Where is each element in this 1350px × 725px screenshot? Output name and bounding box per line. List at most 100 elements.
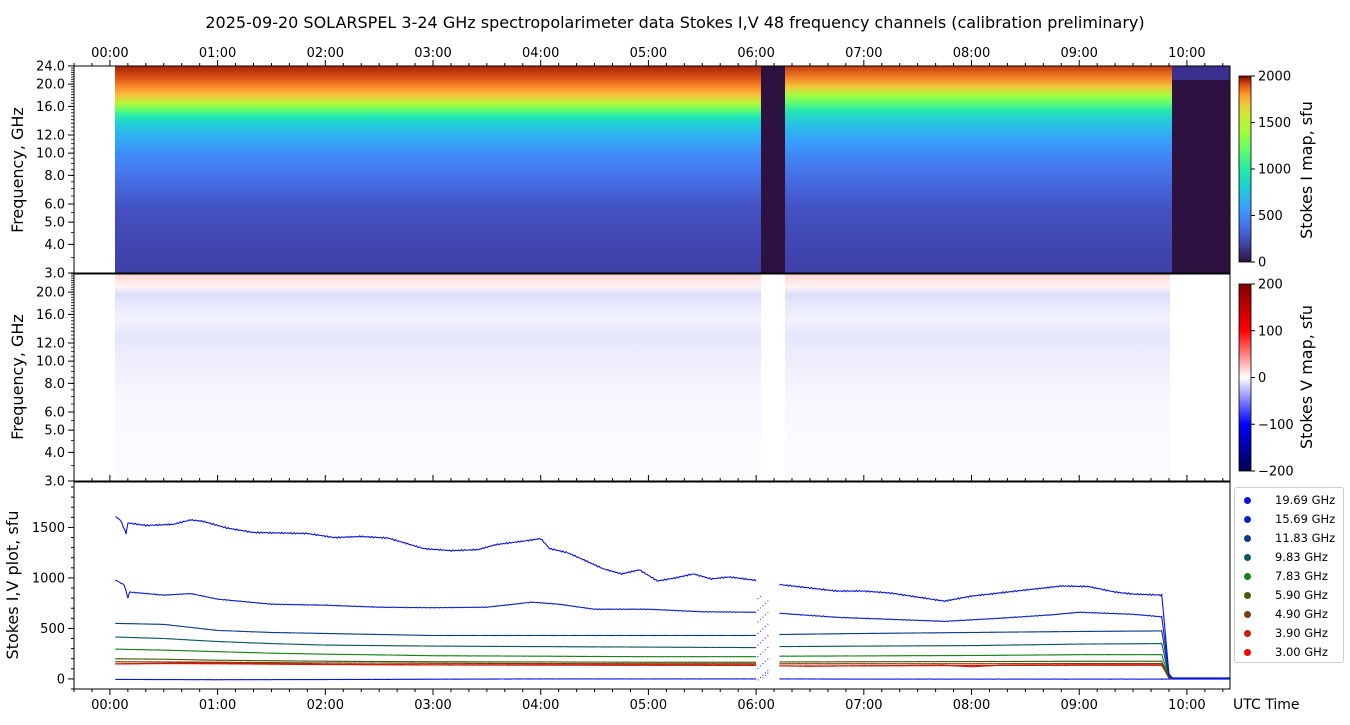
- series-line-15-69-ghz-seg1: [779, 611, 1230, 679]
- gap-scatter-point: [767, 635, 769, 637]
- stokes-i-heatmap: [115, 66, 1230, 273]
- y-tick-label: 20.0: [36, 286, 65, 301]
- x-tick-label-bottom: 06:00: [737, 698, 774, 713]
- figure-title: 2025-09-20 SOLARSPEL 3-24 GHz spectropol…: [205, 13, 1144, 32]
- legend-label: 4.90 GHz: [1275, 607, 1328, 621]
- gap-scatter-point: [762, 616, 764, 618]
- x-tick-label-top: 04:00: [522, 46, 559, 61]
- y-tick-label: 500: [40, 622, 65, 637]
- gap-scatter-point: [764, 649, 767, 651]
- gap-scatter-point: [757, 679, 759, 681]
- series-line-19-69-ghz-seg1: [779, 583, 1230, 679]
- x-tick-label-top: 09:00: [1060, 46, 1097, 61]
- stokes-v-map-panel: 20.0 16.0 12.0 10.0 8.0 6.0 5.0 4.0 3.0 Frequenc…: [8, 273, 1316, 490]
- series-line-5-90-ghz-seg1: [779, 660, 1230, 679]
- stokes-v-yticks: 20.0 16.0 12.0 10.0 8.0 6.0 5.0 4.0 3.0: [36, 273, 74, 490]
- x-tick-label-bottom: 00:00: [91, 698, 128, 713]
- series-line-11-83-ghz-seg0: [115, 622, 757, 637]
- gap-scatter-point: [759, 665, 762, 667]
- x-tick-label-bottom: 02:00: [307, 698, 344, 713]
- y-tick-label: 16.0: [36, 100, 65, 115]
- legend-marker: [1244, 592, 1251, 599]
- series-line-15-69-ghz-seg0: [115, 579, 757, 614]
- gap-scatter-point: [767, 658, 769, 660]
- gap-scatter-point: [767, 670, 769, 672]
- colorbar-tick-label: 500: [1258, 209, 1283, 224]
- stokes-i-gap-0947: [1172, 66, 1230, 273]
- stokes-v-gap-0947: [1170, 274, 1230, 481]
- colorbar-tick-label: 1000: [1258, 163, 1291, 178]
- series-line-3-00-ghz-seg1: [779, 664, 1230, 679]
- series-line-9-83-ghz-seg1: [779, 642, 1230, 679]
- gap-scatter-point: [764, 674, 767, 677]
- stokes-i-yticks: 24.0 20.0 16.0 12.0 10.0 8.0 6.0 5.0 4.0 3.0: [36, 60, 74, 282]
- series-line-4-90-ghz-seg0: [115, 661, 757, 665]
- legend-marker: [1244, 497, 1251, 504]
- y-tick-label: 6.0: [44, 198, 65, 213]
- stokes-iv-lines: [115, 516, 1230, 681]
- legend-label: 3.90 GHz: [1275, 626, 1328, 640]
- x-tick-label-top: 00:00: [91, 46, 128, 61]
- legend-marker: [1244, 573, 1251, 580]
- gap-scatter-point: [759, 642, 762, 644]
- stokes-iv-plot-panel: 1500 1000 500 0 00:00 01:00 02:00 03:00 04:00 05…: [3, 481, 1299, 713]
- gap-scatter-point: [759, 607, 762, 609]
- stokes-i-top-xticks: 00:00 01:00 02:00 03:00 04:00 05:00 06:00 07:00…: [73, 46, 1224, 66]
- gap-scatter-point: [757, 598, 759, 600]
- gap-scatter-point: [767, 672, 769, 674]
- stokes-v-map-body: [115, 274, 1170, 481]
- y-tick-label: 24.0: [36, 60, 65, 75]
- legend-item: 11.83 GHz: [1235, 530, 1343, 546]
- x-tick-label-bottom: 07:00: [845, 698, 882, 713]
- x-tick-label-top: 07:00: [845, 46, 882, 61]
- stokes-iv-yticks: 1500 1000 500 0: [32, 486, 74, 690]
- y-tick-label: 0: [57, 672, 65, 687]
- legend-label: 7.83 GHz: [1275, 569, 1328, 583]
- colorbar-tick-label: 1500: [1258, 116, 1291, 131]
- colorbar-tick-label: 200: [1258, 278, 1283, 293]
- y-tick-label: 8.0: [44, 169, 65, 184]
- series-line-stokes-v-all-channels--seg1: [779, 678, 1230, 680]
- gap-scatter-point: [762, 674, 764, 676]
- x-tick-label-top: 01:00: [199, 46, 236, 61]
- y-tick-label: 16.0: [36, 308, 65, 323]
- gap-scatter-point: [764, 614, 767, 616]
- legend-marker: [1244, 554, 1251, 561]
- series-line-19-69-ghz-seg0: [115, 516, 757, 582]
- gap-scatter-point: [757, 621, 759, 623]
- legend-item: 15.69 GHz: [1235, 511, 1343, 527]
- gap-scatter-point: [764, 602, 767, 604]
- legend-label: 15.69 GHz: [1275, 512, 1336, 526]
- legend-item: 9.83 GHz: [1235, 549, 1343, 565]
- y-tick-label: 20.0: [36, 78, 65, 93]
- series-line-7-83-ghz-seg1: [779, 653, 1230, 679]
- x-tick-label-bottom: 05:00: [630, 698, 667, 713]
- gap-scatter-point: [759, 618, 762, 621]
- legend-item: 7.83 GHz: [1235, 568, 1343, 584]
- series-line-9-83-ghz-seg0: [115, 636, 757, 649]
- stokes-iv-plot-frame: [73, 481, 1231, 690]
- x-tick-label-bottom: 09:00: [1060, 698, 1097, 713]
- y-tick-label: 1500: [32, 521, 65, 536]
- stokes-v-colorbar: [1238, 283, 1252, 472]
- legend-label: 3.00 GHz: [1275, 645, 1328, 659]
- gap-scatter-point: [767, 623, 769, 625]
- x-tick-label-bottom: 10:00: [1168, 698, 1205, 713]
- stokes-v-ylabel: Frequency, GHz: [8, 314, 27, 440]
- y-tick-label: 5.0: [44, 216, 65, 231]
- gap-scatter-point: [762, 639, 764, 642]
- x-axis-label: UTC Time: [1233, 697, 1299, 713]
- legend-marker: [1244, 649, 1251, 656]
- y-tick-label: 12.0: [36, 129, 65, 144]
- y-tick-label: 4.0: [44, 238, 65, 253]
- stokes-i-map-body: [115, 66, 761, 273]
- gap-scatter-point: [762, 604, 764, 607]
- colorbar-tick-label: 100: [1258, 324, 1283, 339]
- gap-scatter-point: [757, 667, 759, 669]
- y-tick-label: 6.0: [44, 406, 65, 421]
- y-tick-label: 5.0: [44, 424, 65, 439]
- gap-scatter-point: [762, 651, 764, 653]
- legend-marker: [1244, 611, 1251, 618]
- x-tick-label-bottom: 01:00: [199, 698, 236, 713]
- x-tick-label-bottom: 08:00: [953, 698, 990, 713]
